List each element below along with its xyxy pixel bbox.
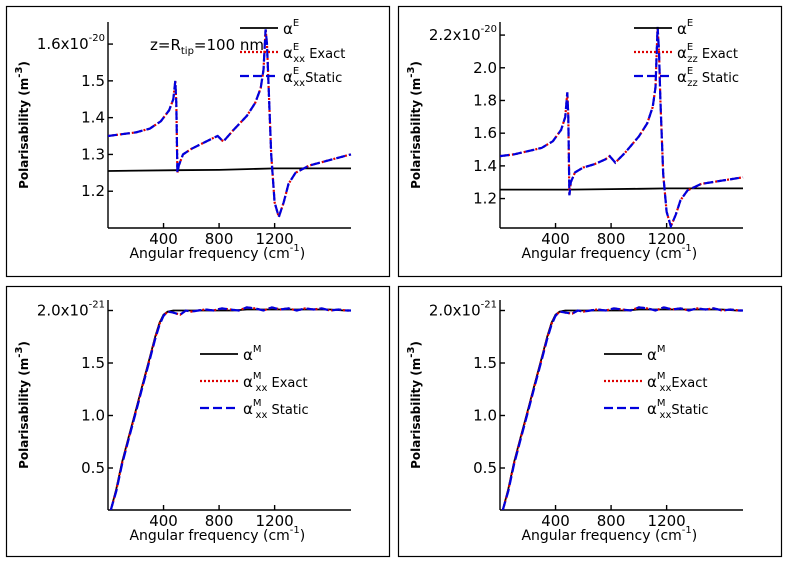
y-axis-label: Polarisability (m-3): [14, 61, 31, 189]
series-line-dashed: [501, 306, 743, 510]
series-line-solid: [109, 308, 351, 510]
y-tick-label: 1.0: [81, 407, 105, 425]
panel-frame: [397, 285, 783, 558]
y-axis-label: Polarisability (m-3): [406, 61, 423, 189]
x-tick-label: 800: [205, 230, 234, 248]
series-line-solid: [108, 167, 351, 172]
x-tick-label: 400: [541, 512, 570, 530]
legend-entry: αM: [647, 344, 666, 364]
series-line-dashed: [500, 26, 744, 228]
legend-entry: αE: [283, 18, 299, 38]
x-axis-label: Angular frequency (cm-1): [129, 525, 305, 544]
series-line-solid: [500, 187, 743, 191]
y-tick-label: 2.2x10-20: [429, 24, 497, 44]
x-tick-label: 800: [597, 230, 626, 248]
y-tick-label: 2.0: [473, 59, 497, 77]
x-axis-label: Angular frequency (cm-1): [521, 243, 697, 262]
y-tick-label: 2.0x10-21: [429, 300, 497, 320]
y-tick-label: 1.6x10-20: [37, 33, 105, 53]
legend-entry: αE: [677, 18, 693, 38]
legend-entry: αE xxStatic: [283, 66, 342, 89]
y-tick-label: 1.0: [473, 407, 497, 425]
y-tick-label: 1.2: [473, 190, 497, 208]
y-tick-label: 1.6: [473, 124, 497, 142]
x-axis-label: Angular frequency (cm-1): [129, 243, 305, 262]
legend-entry: αM xx Exact: [243, 371, 308, 394]
panel-p2: 400 800 1200 1.2 1.4 1.6 1.8 2.0 2.2x10-20 Angula…: [397, 5, 783, 278]
y-tick-label: 1.3: [81, 145, 105, 163]
x-tick-label: 1200: [256, 230, 294, 248]
x-tick-label: 800: [205, 512, 234, 530]
legend-entry: αE zz Static: [677, 66, 739, 89]
legend-entry: αE xx Exact: [283, 42, 345, 65]
x-tick-label: 1200: [648, 230, 686, 248]
panel-p3: 400 800 1200 0.5 1.0 1.5 2.0x10-21 Angular freq…: [5, 285, 391, 558]
y-axis-label: Polarisability (m-3): [406, 341, 423, 469]
x-tick-label: 400: [149, 512, 178, 530]
panel-frame: [5, 285, 391, 558]
legend-entry: αM: [243, 344, 262, 364]
series-line-dashed: [108, 29, 352, 221]
y-tick-label: 1.2: [81, 182, 105, 200]
legend-entry: αM xx Static: [243, 398, 309, 421]
panel-p1: 400 800 1200 1.2 1.3 1.4 1.5 1.6x10-20 Angular f…: [5, 5, 391, 278]
legend-entry: αM xxStatic: [647, 398, 709, 421]
y-tick-label: 1.8: [473, 91, 497, 109]
y-axis-label: Polarisability (m-3): [14, 341, 31, 469]
y-tick-label: 1.4: [473, 157, 497, 175]
x-tick-label: 400: [541, 230, 570, 248]
y-tick-label: 2.0x10-21: [37, 300, 105, 320]
annotation: z=Rtip=100 nm: [150, 36, 264, 57]
x-tick-label: 800: [597, 512, 626, 530]
y-tick-label: 0.5: [473, 459, 497, 477]
legend-entry: αE zz Exact: [677, 42, 738, 65]
y-tick-label: 0.5: [81, 459, 105, 477]
x-axis-label: Angular frequency (cm-1): [521, 525, 697, 544]
series-line-dashed: [109, 306, 351, 510]
panel-frame: [397, 5, 783, 278]
panel-frame: [5, 5, 391, 278]
x-tick-label: 1200: [648, 512, 686, 530]
y-tick-label: 1.5: [473, 354, 497, 372]
x-tick-label: 400: [149, 230, 178, 248]
panel-p4: 400 800 1200 0.5 1.0 1.5 2.0x10-21 Angular freq…: [397, 285, 783, 558]
legend-entry: αM xxExact: [647, 371, 708, 394]
y-tick-label: 1.5: [81, 354, 105, 372]
y-tick-label: 1.4: [81, 109, 105, 127]
y-tick-label: 1.5: [81, 72, 105, 90]
x-tick-label: 1200: [256, 512, 294, 530]
